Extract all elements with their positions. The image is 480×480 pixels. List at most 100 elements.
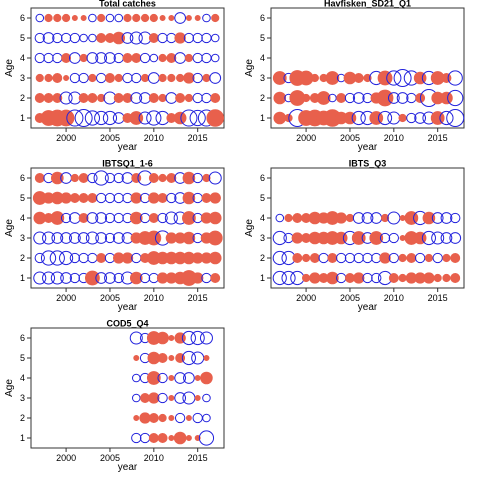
bubble-positive (284, 213, 293, 223)
bubble-positive (44, 73, 53, 83)
bubble-positive (79, 53, 88, 63)
x-tick-label: 2000 (56, 293, 76, 303)
bubble-negative (336, 252, 347, 264)
bubble-negative (406, 112, 417, 124)
bubble-positive (146, 230, 162, 246)
bubble-positive (442, 273, 451, 283)
bubble-positive (273, 91, 287, 105)
bubble-positive (129, 211, 143, 225)
bubble-positive (292, 253, 303, 263)
bubble-negative (113, 172, 124, 184)
x-axis-label: year (358, 142, 378, 153)
x-tick-label: 2005 (100, 453, 120, 463)
bubble-positive (148, 213, 159, 223)
bubble-negative (104, 272, 116, 284)
bubble-positive (123, 13, 132, 23)
bubble-positive (207, 230, 223, 246)
x-tick-label: 2015 (188, 453, 208, 463)
bubble-negative (377, 110, 393, 126)
bubble-negative (131, 393, 141, 403)
bubble-negative (272, 250, 287, 266)
y-tick-label: 5 (260, 193, 265, 203)
bubble-positive (399, 235, 406, 241)
bubble-positive (442, 253, 451, 263)
panel-title: Havfisken_SD21_Q1 (324, 0, 411, 9)
bubble-positive (210, 273, 221, 283)
bubble-positive (301, 93, 311, 103)
bubble-negative (96, 72, 107, 84)
bubble-positive (184, 93, 194, 103)
bubble-negative (42, 271, 56, 285)
bubble-positive (168, 395, 175, 401)
bubble-negative (318, 252, 329, 264)
bubble-positive (335, 212, 347, 224)
bubble-negative (84, 110, 101, 126)
bubble-positive (113, 93, 124, 103)
bubble-negative (50, 271, 64, 285)
panel-title: COD5_Q4 (106, 319, 148, 329)
bubble-negative (174, 392, 187, 404)
bubble-negative (85, 231, 99, 245)
bubble-positive (133, 415, 140, 421)
bubble-negative (166, 192, 177, 204)
bubble-negative (201, 92, 212, 104)
x-tick-label: 2010 (144, 293, 164, 303)
bubble-negative (183, 372, 195, 384)
bubble-positive (388, 273, 399, 283)
bubble-negative (210, 33, 220, 43)
bubble-negative (440, 232, 453, 244)
y-tick-label: 6 (260, 13, 265, 23)
bubble-positive (351, 231, 366, 245)
bubble-negative (49, 250, 65, 266)
bubble-positive (398, 113, 407, 123)
x-tick-label: 2005 (100, 133, 120, 143)
bubble-positive (210, 93, 221, 103)
bubble-positive (327, 253, 338, 263)
bubble-positive (157, 193, 168, 203)
bubble-positive (52, 73, 63, 83)
bubble-negative (94, 110, 109, 126)
bubble-positive (316, 91, 331, 105)
bubble-negative (361, 212, 374, 224)
bubble-negative (131, 373, 141, 383)
bubble-positive (158, 53, 167, 63)
bubble-negative (189, 109, 206, 127)
y-tick-label: 3 (20, 73, 25, 83)
bubble-negative (79, 33, 88, 43)
bubble-negative (290, 270, 305, 286)
bubble-positive (450, 273, 461, 283)
bubble-negative (59, 91, 73, 105)
bubble-negative (87, 252, 98, 264)
bubble-positive (121, 252, 134, 264)
bubble-negative (344, 92, 356, 104)
bubble-positive (50, 211, 65, 225)
bubble-positive (157, 353, 168, 363)
bubble-negative (122, 72, 133, 84)
y-tick-label: 5 (20, 353, 25, 363)
bubble-positive (122, 93, 133, 103)
y-axis-label: Age (244, 219, 255, 237)
bubble-negative (202, 413, 211, 423)
bubble-negative (388, 252, 399, 264)
bubble-negative (157, 392, 168, 404)
bubble-negative (78, 72, 89, 84)
bubble-negative (112, 112, 125, 124)
y-tick-label: 2 (20, 93, 25, 103)
bubble-negative (105, 13, 115, 23)
bubble-positive (176, 73, 185, 83)
bubble-negative (447, 89, 464, 107)
bubble-negative (192, 32, 203, 44)
bubble-positive (131, 53, 142, 63)
bubble-positive (157, 433, 168, 443)
bubble-negative (447, 70, 463, 86)
bubble-negative (112, 232, 125, 244)
bubble-positive (208, 251, 222, 265)
bubble-positive (406, 253, 417, 263)
bubble-negative (74, 109, 93, 127)
bubble-negative (60, 232, 72, 244)
bubble-positive (309, 253, 320, 263)
bubble-negative (450, 212, 461, 224)
bubble-positive (140, 73, 150, 83)
bubble-negative (88, 13, 97, 23)
bubble-negative (42, 231, 56, 245)
